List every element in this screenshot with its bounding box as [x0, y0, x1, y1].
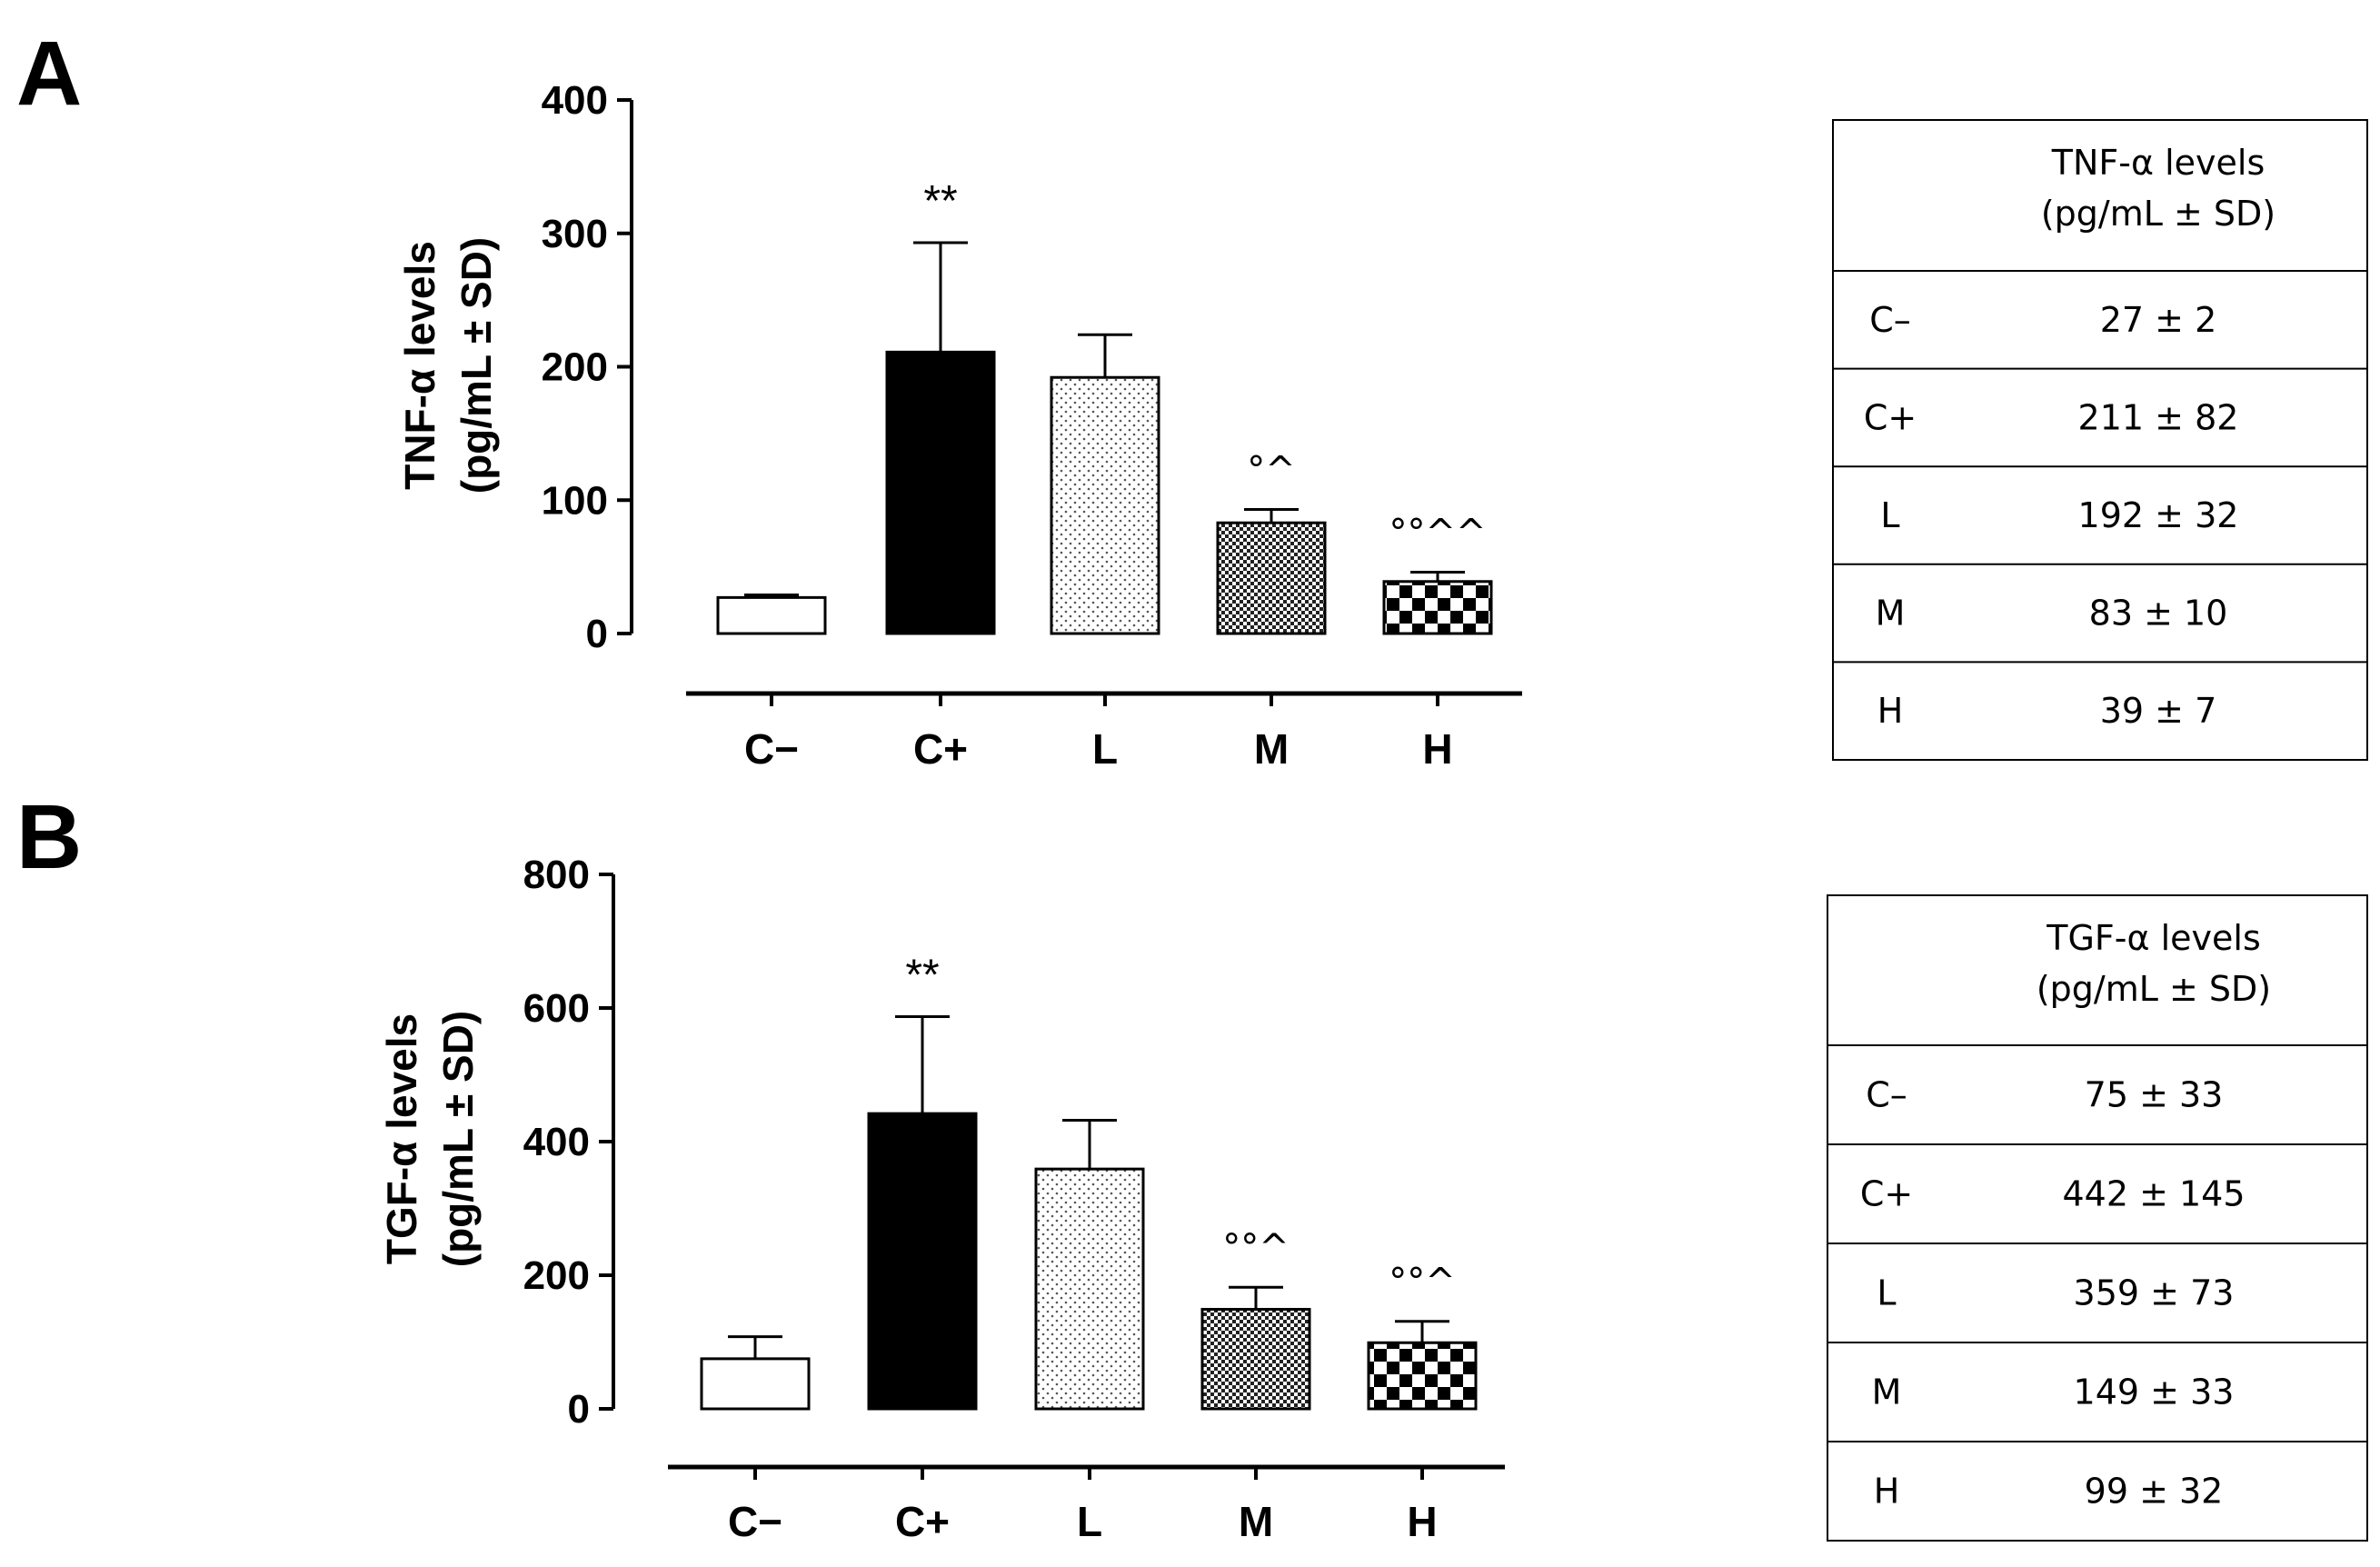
- y-axis-label-line1: TNF-α levels: [396, 241, 443, 490]
- y-tick-label: 300: [542, 212, 608, 256]
- y-tick-label: 600: [523, 986, 590, 1031]
- category-label: C−: [728, 1498, 782, 1545]
- group-cell: C+: [1864, 397, 1917, 437]
- group-cell: M: [1872, 1372, 1902, 1412]
- significance-annotation: **: [923, 177, 957, 225]
- category-label: C+: [913, 725, 968, 773]
- bar-2: [867, 1112, 978, 1411]
- table-header-line1: TNF-α levels: [2051, 143, 2265, 183]
- significance-annotation: °°^^: [1389, 512, 1486, 554]
- bar-3: [1050, 375, 1160, 635]
- value-cell: 211 ± 82: [2078, 397, 2239, 437]
- table-row: H 99 ± 32: [1874, 1472, 2224, 1512]
- significance-annotation: **: [905, 952, 939, 1000]
- group-cell: H: [1877, 691, 1904, 731]
- value-cell: 83 ± 10: [2089, 594, 2228, 634]
- bar-3: [1034, 1167, 1145, 1411]
- value-cell: 75 ± 33: [2085, 1075, 2224, 1115]
- value-cell: 192 ± 32: [2078, 495, 2239, 535]
- table-row: L 192 ± 32: [1880, 495, 2238, 535]
- group-cell: L: [1880, 495, 1899, 535]
- significance-annotation: °°^: [1222, 1227, 1290, 1269]
- y-tick-label: 0: [568, 1387, 590, 1432]
- value-cell: 149 ± 33: [2074, 1372, 2235, 1412]
- table-header-line2: (pg/mL ± SD): [2036, 969, 2271, 1009]
- table-row: H 39 ± 7: [1877, 691, 2217, 731]
- group-cell: L: [1877, 1273, 1896, 1313]
- group-cell: C–: [1869, 300, 1911, 340]
- summary-table: TNF-α levels (pg/mL ± SD) C– 27 ± 2 C+ 211 …: [1832, 119, 2368, 761]
- table-row: C+ 442 ± 145: [1860, 1174, 2246, 1214]
- value-cell: 27 ± 2: [2100, 300, 2217, 340]
- value-cell: 442 ± 145: [2062, 1174, 2245, 1214]
- summary-table: TGF-α levels (pg/mL ± SD) C– 75 ± 33 C+ 442…: [1827, 894, 2368, 1542]
- value-cell: 99 ± 32: [2085, 1472, 2224, 1512]
- table-row: M 83 ± 10: [1876, 594, 2228, 634]
- value-cell: 39 ± 7: [2100, 691, 2217, 731]
- bar-2: [885, 350, 996, 635]
- bar-1: [716, 595, 827, 635]
- group-cell: C–: [1866, 1075, 1907, 1115]
- bar-5: [1367, 1341, 1478, 1411]
- category-label: H: [1422, 725, 1452, 773]
- table-row: C+ 211 ± 82: [1864, 397, 2239, 437]
- table-header-line1: TGF-α levels: [2046, 918, 2261, 958]
- table-row: M 149 ± 33: [1872, 1372, 2235, 1412]
- bar-1: [700, 1357, 811, 1411]
- y-axis-label-line2: (pg/mL ± SD): [453, 237, 500, 494]
- panel-letter: A: [16, 23, 82, 125]
- panel-a: A TNF-α levels (pg/mL ± SD) 0 100 200 300 40…: [16, 23, 1522, 773]
- y-tick-label: 0: [586, 612, 608, 656]
- table-body: C– 27 ± 2 C+ 211 ± 82 L 192 ± 32 M 83 ± 10 H 39 ±…: [1833, 270, 2367, 731]
- y-tick-label: 100: [542, 478, 608, 523]
- bar-chart: 0 200 400 600 800 C− C+ ** L M °°^ H °°^: [523, 853, 1505, 1545]
- y-axis-label-line2: (pg/mL ± SD): [434, 1011, 482, 1268]
- table-body: C– 75 ± 33 C+ 442 ± 145 L 359 ± 73 M 149 ± 33 H 9…: [1827, 1044, 2367, 1512]
- table-row: C– 75 ± 33: [1866, 1075, 2223, 1115]
- y-axis-label-line1: TGF-α levels: [378, 1013, 425, 1264]
- table-row: C– 27 ± 2: [1869, 300, 2216, 340]
- panel-letter: B: [16, 786, 82, 888]
- significance-annotation: °°^: [1389, 1262, 1456, 1303]
- y-tick-label: 200: [523, 1253, 590, 1298]
- bar-chart: 0 100 200 300 400 C− C+ ** L M °^ H °°^^: [542, 78, 1522, 773]
- panel-b: B TGF-α levels (pg/mL ± SD) 0 200 400 600 80…: [16, 786, 1505, 1545]
- category-label: M: [1254, 725, 1289, 773]
- category-label: L: [1092, 725, 1118, 773]
- category-label: H: [1407, 1498, 1437, 1545]
- table-header-line2: (pg/mL ± SD): [2041, 194, 2275, 234]
- category-label: C+: [895, 1498, 950, 1545]
- y-tick-label: 400: [542, 78, 608, 123]
- group-cell: C+: [1860, 1174, 1913, 1214]
- bar-4: [1200, 1307, 1311, 1411]
- significance-annotation: °^: [1247, 450, 1296, 492]
- bar-5: [1382, 580, 1493, 635]
- category-label: C−: [744, 725, 799, 773]
- value-cell: 359 ± 73: [2074, 1273, 2235, 1313]
- category-label: L: [1077, 1498, 1102, 1545]
- group-cell: H: [1874, 1472, 1900, 1512]
- y-tick-label: 400: [523, 1120, 590, 1164]
- table-border: [1832, 119, 2368, 761]
- bar-4: [1216, 521, 1327, 635]
- category-label: M: [1239, 1498, 1273, 1545]
- y-tick-label: 800: [523, 853, 590, 897]
- table-border: [1827, 894, 2368, 1542]
- table-row: L 359 ± 73: [1877, 1273, 2234, 1313]
- y-tick-label: 200: [542, 345, 608, 390]
- group-cell: M: [1876, 594, 1906, 634]
